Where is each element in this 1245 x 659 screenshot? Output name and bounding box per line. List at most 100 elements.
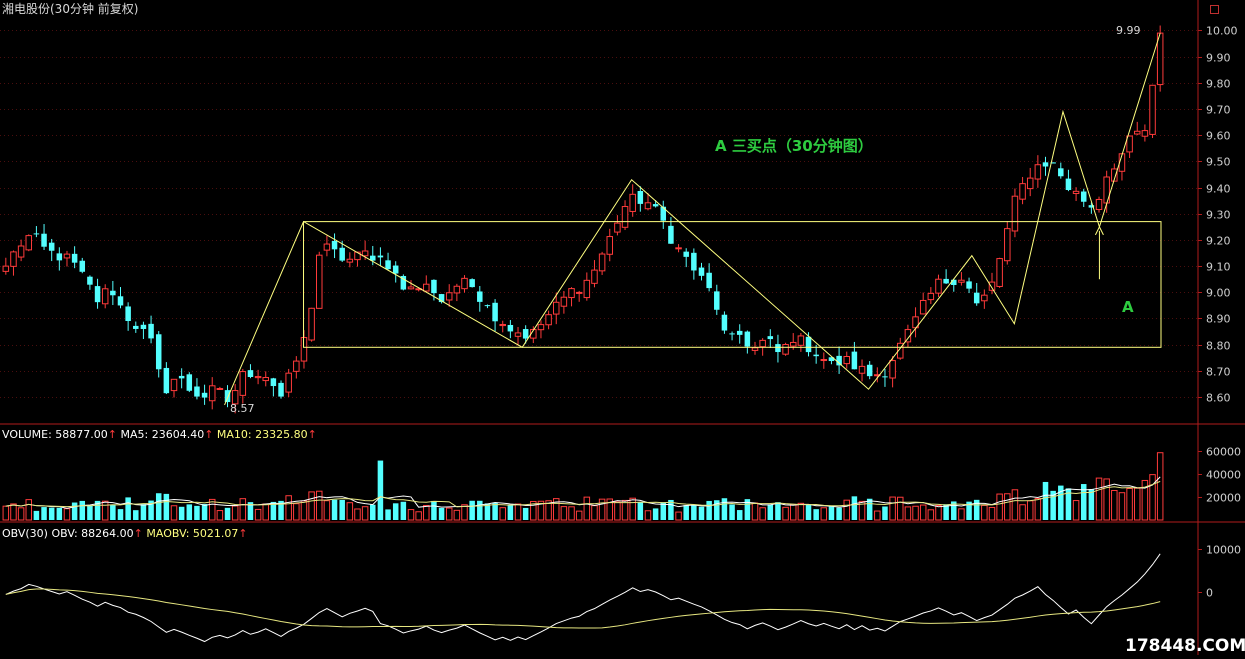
candle-body-down bbox=[125, 306, 131, 321]
volume-bar-up bbox=[981, 504, 988, 521]
candle-body-up bbox=[820, 359, 828, 362]
y-tick-label: 10.00 bbox=[1206, 25, 1238, 38]
volume-bar-up bbox=[453, 509, 461, 521]
volume-bar-down bbox=[805, 504, 812, 520]
volume-bar-up bbox=[552, 498, 560, 521]
volume-bar-up bbox=[354, 508, 361, 521]
candle-body-up bbox=[361, 250, 369, 257]
volume-bar-up bbox=[996, 493, 1003, 521]
candle-body-up bbox=[958, 279, 965, 283]
candle-body-up bbox=[208, 385, 216, 402]
volume-bar-down bbox=[951, 501, 957, 520]
candle-body-down bbox=[484, 305, 491, 307]
volume-bar-down bbox=[1080, 484, 1087, 520]
volume-bar-up bbox=[1141, 479, 1149, 521]
candle-body-up bbox=[254, 376, 262, 379]
volume-bar-down bbox=[813, 509, 819, 520]
volume-bar-down bbox=[201, 504, 208, 520]
y-tick-label: 9.90 bbox=[1206, 52, 1231, 65]
candle-body-down bbox=[805, 336, 812, 353]
ma10-line bbox=[5, 480, 1161, 508]
volume-bar-up bbox=[499, 507, 506, 521]
volume-bar-down bbox=[1065, 488, 1072, 520]
volume-bar-down bbox=[431, 500, 437, 520]
volume-bar-up bbox=[874, 510, 881, 521]
volume-bar-up bbox=[591, 505, 598, 521]
obv-value: OBV: 88264.00 bbox=[51, 527, 133, 540]
candle-body-down bbox=[71, 253, 78, 263]
volume-bar-up bbox=[1072, 500, 1080, 521]
candle-body-down bbox=[469, 279, 475, 288]
y-tick-label: 9.60 bbox=[1206, 130, 1231, 143]
volume-bar-down bbox=[33, 510, 40, 520]
ma5-value: MA5: 23604.40 bbox=[120, 428, 204, 441]
candle-body-up bbox=[1072, 190, 1080, 195]
candle-body-down bbox=[951, 279, 957, 286]
candle-body-up bbox=[996, 258, 1003, 287]
candle-body-down bbox=[828, 357, 835, 362]
volume-bar-up bbox=[445, 507, 453, 521]
volume-bar-up bbox=[629, 497, 636, 521]
y-tick-label: 20000 bbox=[1206, 492, 1241, 505]
candlesticks bbox=[2, 25, 1164, 414]
candle-body-up bbox=[1019, 183, 1026, 200]
candle-body-down bbox=[966, 281, 972, 289]
volume-bar-up bbox=[300, 500, 308, 521]
volume-bar-up bbox=[889, 496, 896, 521]
chart-title: 湘电股份(30分钟 前复权) bbox=[2, 1, 138, 16]
candle-body-up bbox=[1011, 195, 1019, 232]
watermark: 178448.COM bbox=[1125, 636, 1245, 655]
maximize-icon[interactable] bbox=[1210, 5, 1219, 14]
volume-bar-up bbox=[820, 507, 828, 521]
volume-bar-up bbox=[789, 503, 797, 521]
volume-bar-up bbox=[63, 508, 71, 521]
obv-lines bbox=[5, 553, 1161, 643]
candle-body-down bbox=[201, 392, 208, 398]
volume-bar-up bbox=[935, 505, 942, 521]
candle-body-down bbox=[278, 382, 284, 397]
candle-body-down bbox=[117, 296, 124, 306]
volume-bar-up bbox=[904, 506, 912, 521]
volume-bar-up bbox=[759, 507, 766, 521]
candle-body-down bbox=[775, 344, 781, 353]
candle-body-down bbox=[744, 331, 751, 347]
up-arrow-icon: ↑ bbox=[204, 428, 217, 441]
candle-body-up bbox=[445, 292, 453, 301]
y-tick-label: 60000 bbox=[1206, 446, 1241, 459]
candle-body-up bbox=[231, 390, 239, 405]
volume-bar-up bbox=[1126, 488, 1133, 521]
y-tick-label: 8.70 bbox=[1206, 366, 1231, 379]
volume-bar-up bbox=[239, 498, 247, 521]
candle-body-up bbox=[575, 291, 583, 294]
candle-body-down bbox=[377, 255, 384, 258]
volume-bar-down bbox=[71, 502, 78, 520]
volume-bar-up bbox=[897, 496, 904, 521]
candle-body-up bbox=[988, 281, 996, 291]
candle-body-up bbox=[537, 324, 545, 331]
volume-bar-up bbox=[231, 505, 239, 521]
volume-bar-down bbox=[492, 502, 498, 520]
volume-bar-down bbox=[973, 499, 980, 520]
volume-bar-down bbox=[178, 506, 185, 520]
candle-body-up bbox=[606, 236, 614, 255]
candle-body-up bbox=[423, 283, 430, 292]
candle-body-down bbox=[767, 336, 774, 340]
zigzag-line bbox=[224, 32, 1161, 406]
low-price-label: 8.57 bbox=[230, 402, 255, 415]
volume-bar-up bbox=[1034, 498, 1042, 521]
volume-bar-down bbox=[477, 500, 483, 520]
volume-bar-down bbox=[392, 503, 399, 520]
candle-body-up bbox=[751, 347, 759, 351]
volume-bar-up bbox=[1019, 504, 1026, 521]
buy-arrow-head bbox=[1094, 225, 1104, 236]
candle-body-up bbox=[453, 285, 461, 294]
volume-bar-down bbox=[775, 502, 781, 520]
volume-bar-up bbox=[560, 506, 568, 521]
volume-bar-up bbox=[927, 509, 935, 521]
candle-body-up bbox=[407, 286, 415, 290]
candle-body-up bbox=[560, 296, 568, 307]
maobv-value: MAOBV: 5021.07 bbox=[146, 527, 238, 540]
candle-body-down bbox=[94, 286, 101, 303]
